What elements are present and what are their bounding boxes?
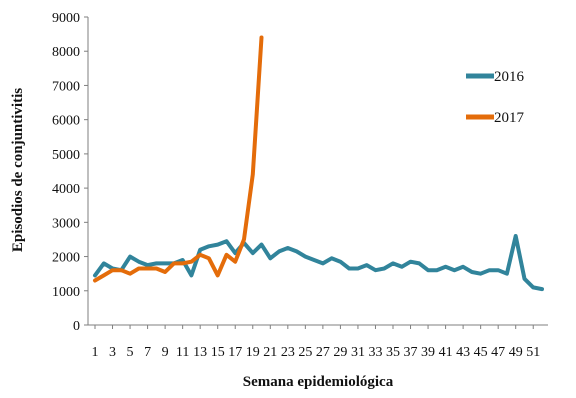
x-tick-label: 29 — [333, 345, 347, 360]
x-tick-label: 21 — [263, 345, 277, 360]
x-tick-label: 41 — [439, 345, 453, 360]
x-tick-label: 43 — [456, 345, 470, 360]
x-tick-label: 51 — [526, 345, 540, 360]
series-lines — [93, 35, 544, 292]
x-tick-label: 37 — [404, 345, 418, 360]
x-tick-label: 17 — [228, 345, 242, 360]
x-tick-label: 39 — [421, 345, 435, 360]
x-tick-label: 9 — [162, 345, 169, 360]
y-tick-label: 4000 — [52, 182, 80, 197]
x-tick-label: 3 — [109, 345, 116, 360]
x-tick-label: 25 — [298, 345, 312, 360]
y-axis-title: Episodios de conjuntivitis — [10, 88, 26, 252]
y-tick-label: 2000 — [52, 251, 80, 266]
y-tick-label: 1000 — [52, 285, 80, 300]
axes — [87, 17, 548, 326]
x-tick-label: 7 — [144, 345, 151, 360]
y-tick-label: 7000 — [52, 79, 80, 94]
x-tick-label: 19 — [246, 345, 260, 360]
legend-label-2017: 2017 — [494, 110, 525, 126]
x-tick-label: 31 — [351, 345, 365, 360]
y-tick-label: 0 — [73, 319, 80, 334]
legend-label-2016: 2016 — [494, 69, 525, 85]
y-tick-label: 5000 — [52, 148, 80, 163]
x-tick-label: 23 — [281, 345, 295, 360]
y-tick-label: 8000 — [52, 45, 80, 60]
x-tick-label: 27 — [316, 345, 330, 360]
x-tick-label: 15 — [211, 345, 225, 360]
x-tick-label: 1 — [92, 345, 99, 360]
legend: 2016 2017 — [466, 69, 525, 126]
y-tick-label: 6000 — [52, 114, 80, 129]
x-tick-label: 13 — [193, 345, 207, 360]
x-tick-label: 33 — [368, 345, 382, 360]
x-tick-label: 45 — [474, 345, 488, 360]
x-tick-label: 49 — [509, 345, 523, 360]
x-tick-label: 47 — [491, 345, 505, 360]
x-axis-ticks: 1 3 5 7 9 11 13 15 17 19 21 23 25 27 29 31 33 35 37 39 41 43 4… — [92, 325, 540, 360]
x-tick-label: 5 — [127, 345, 134, 360]
y-axis-ticks: 0 1000 2000 3000 4000 5000 6000 7000 8000 9000 — [52, 11, 88, 334]
series-line-2016 — [93, 234, 544, 292]
x-axis-title: Semana epidemiológica — [243, 374, 394, 390]
series-line-2017 — [93, 35, 264, 283]
y-tick-label: 3000 — [52, 216, 80, 231]
x-tick-label: 11 — [176, 345, 189, 360]
y-tick-label: 9000 — [52, 11, 80, 26]
x-tick-label: 35 — [386, 345, 400, 360]
